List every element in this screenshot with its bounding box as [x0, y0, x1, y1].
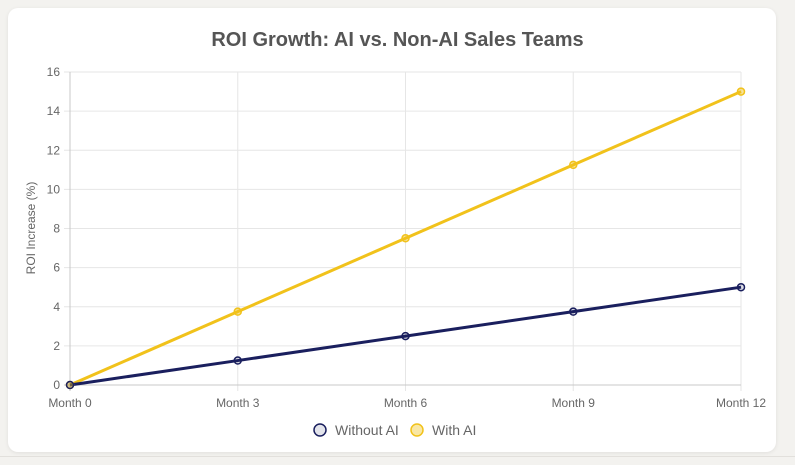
series: [65, 87, 746, 390]
series-line: [69, 285, 742, 387]
legend-marker: [410, 423, 424, 437]
x-tick-label: Month 0: [48, 396, 92, 410]
y-tick-label: 16: [47, 65, 61, 79]
data-point[interactable]: [736, 282, 746, 292]
x-tick-labels: Month 0 Month 3 Month 6 Month 9 Month 12: [48, 396, 766, 410]
data-point[interactable]: [233, 356, 242, 365]
y-tick-label: 10: [47, 182, 61, 196]
legend-item[interactable]: Without AI: [313, 422, 399, 438]
data-point[interactable]: [401, 331, 410, 341]
y-tick-label: 2: [53, 339, 60, 353]
y-tick-label: 4: [53, 300, 60, 314]
x-tick-label: Month 9: [552, 396, 596, 410]
page-bottom-strip: [0, 456, 795, 465]
chart-title: ROI Growth: AI vs. Non-AI Sales Teams: [211, 29, 584, 51]
data-point[interactable]: [233, 307, 242, 316]
x-tick-label: Month 3: [216, 396, 260, 410]
y-tick-label: 14: [47, 104, 61, 118]
legend-label: Without AI: [335, 422, 399, 438]
y-tick-label: 6: [53, 261, 60, 275]
data-point[interactable]: [569, 160, 578, 170]
legend-item[interactable]: With AI: [410, 422, 476, 438]
legend[interactable]: Without AI With AI: [313, 422, 476, 438]
y-tick-label: 12: [47, 143, 61, 157]
legend-label: With AI: [432, 422, 476, 438]
y-axis-title: ROI Increase (%): [24, 182, 38, 275]
x-tick-label: Month 12: [716, 396, 766, 410]
legend-marker: [313, 423, 327, 437]
y-tick-label: 0: [53, 378, 60, 392]
data-point[interactable]: [65, 380, 75, 390]
data-point[interactable]: [736, 87, 746, 96]
data-point[interactable]: [401, 234, 410, 243]
x-tick-label: Month 6: [384, 396, 428, 410]
axes: [69, 72, 741, 386]
chart-card: [8, 8, 776, 452]
y-tick-labels: 0 2 4 6 8 10 12 14 16: [47, 65, 61, 392]
series-line: [69, 90, 742, 387]
y-tick-label: 8: [53, 222, 60, 236]
data-point[interactable]: [569, 307, 578, 316]
